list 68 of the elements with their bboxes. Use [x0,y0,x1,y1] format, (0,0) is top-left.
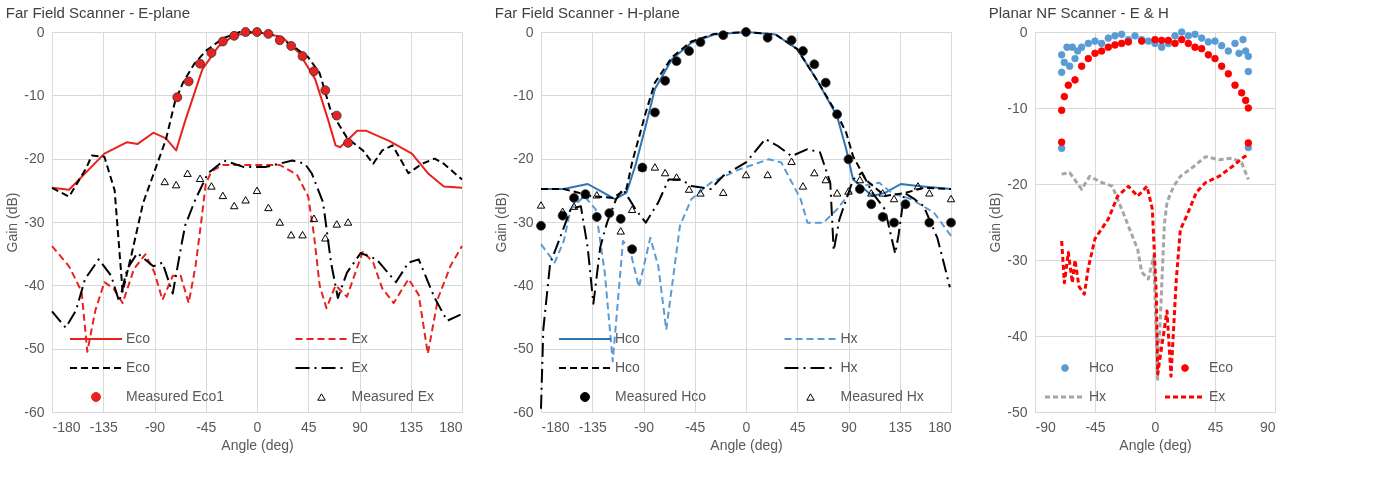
x-axis-title: Angle (deg) [710,436,783,453]
y-axis-title: Gain (dB) [987,192,1004,253]
y-tick-label: -50 [24,340,45,357]
chart-title: Far Field Scanner - H-plane [494,4,680,21]
x-tick-label: 0 [742,418,751,435]
y-tick-label: -30 [24,213,45,230]
x-tick-label: -45 [685,418,706,435]
y-tick-label: -20 [513,150,534,167]
x-tick-label: -180 [541,418,570,435]
x-tick-label: 180 [439,418,463,435]
y-tick-label: -10 [513,86,534,103]
y-tick-label: -10 [1007,99,1028,116]
y-tick-label: -20 [1007,175,1028,192]
y-tick-label: -50 [1007,403,1028,420]
x-tick-label: 135 [399,418,424,435]
legend-label: Hx [1089,388,1107,404]
x-axis-title: Angle (deg) [221,436,294,453]
legend-label: Ex [351,330,368,346]
legend-label: Measured Hco [615,388,707,404]
y-tick-label: -10 [24,86,45,103]
y-tick-label: 0 [1019,23,1028,40]
legend-label: Eco [126,330,151,346]
y-tick-label: -50 [513,340,534,357]
x-axis-title: Angle (deg) [1119,436,1192,453]
x-tick-label: 45 [300,418,317,435]
legend-label: Eco [1209,359,1234,375]
x-tick-label: -90 [144,418,166,435]
y-tick-label: -60 [24,403,45,420]
x-tick-label: 90 [841,418,857,435]
y-tick-label: -40 [1007,327,1028,344]
x-tick-label: 90 [1259,418,1276,435]
x-tick-label: 90 [352,418,368,435]
legend-label: Measured Ex [351,388,434,404]
y-tick-label: -40 [24,276,45,293]
legend-label: Measured Eco1 [126,388,225,404]
x-tick-label: -90 [633,418,655,435]
y-tick-label: 0 [36,23,45,40]
y-axis-title: Gain (dB) [4,192,21,253]
legend-label: Hco [615,359,641,375]
legend-label: Hco [615,330,641,346]
y-tick-label: -30 [513,213,534,230]
legend-label: Ex [1209,388,1226,404]
y-tick-label: -60 [513,403,534,420]
legend-label: Eco [126,359,151,375]
y-tick-label: 0 [525,23,534,40]
legend-label: Measured Hx [840,388,924,404]
x-tick-label: 180 [928,418,952,435]
x-tick-label: -90 [1035,418,1056,435]
x-tick-label: 45 [1207,418,1224,435]
x-tick-label: -45 [196,418,217,435]
x-tick-label: -135 [89,418,118,435]
legend-label: Hx [840,359,858,375]
x-tick-label: 135 [888,418,913,435]
x-tick-label: 0 [253,418,262,435]
chart-title: Planar NF Scanner - E & H [988,4,1169,21]
legend-label: Hx [840,330,858,346]
chart-title: Far Field Scanner - E-plane [5,4,191,21]
y-tick-label: -30 [1007,251,1028,268]
x-tick-label: -45 [1085,418,1106,435]
y-axis-title: Gain (dB) [493,192,510,253]
legend-label: Ex [351,359,368,375]
y-tick-label: -40 [513,276,534,293]
y-tick-label: -20 [24,150,45,167]
legend-label: Hco [1089,359,1115,375]
x-tick-label: -180 [52,418,81,435]
x-tick-label: 45 [789,418,806,435]
x-tick-label: 0 [1151,418,1160,435]
x-tick-label: -135 [578,418,607,435]
